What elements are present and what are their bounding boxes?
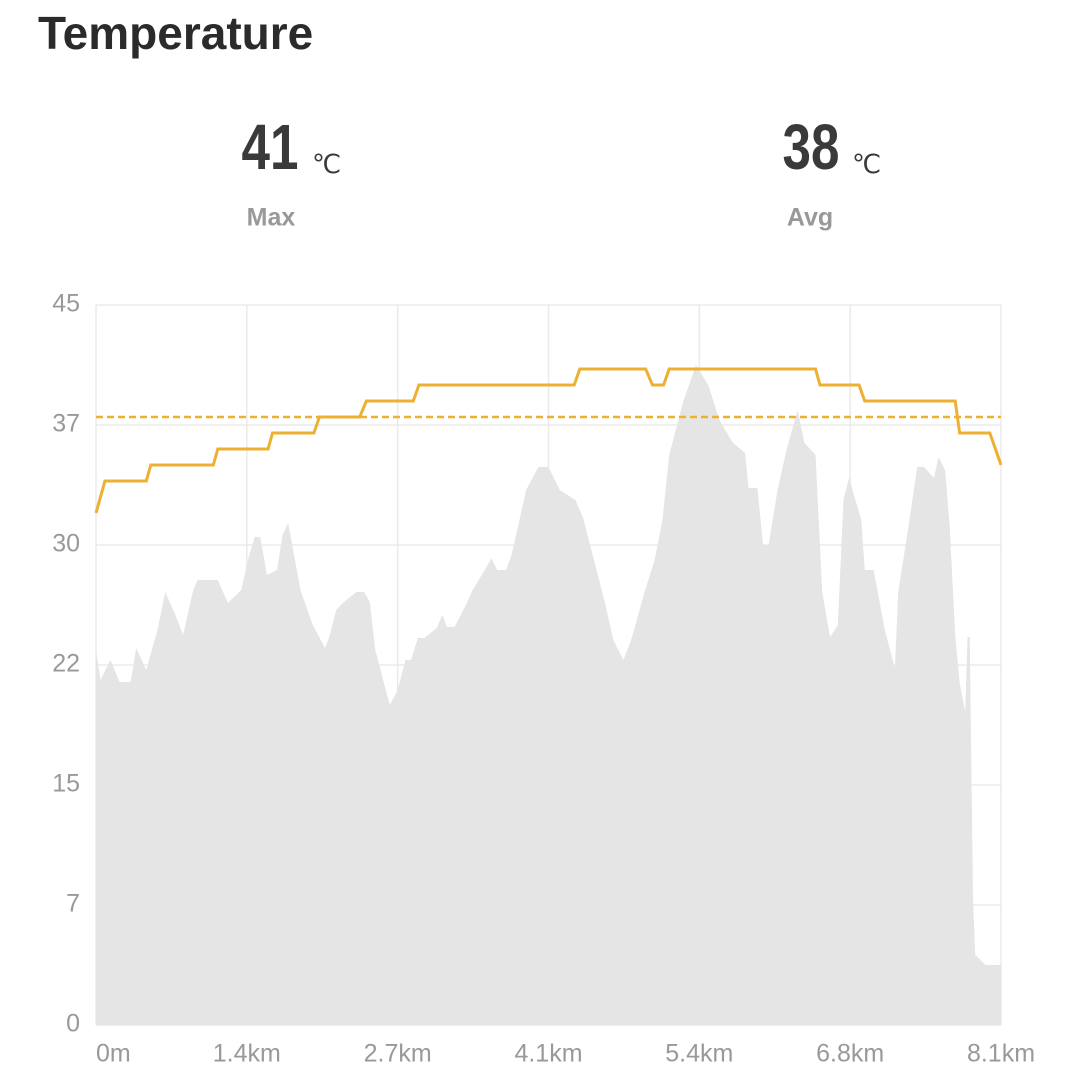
- x-tick-label: 1.4km: [213, 1040, 281, 1068]
- stat-label: Avg: [787, 204, 833, 232]
- line: [94, 367, 1003, 514]
- y-tick-label: 45: [52, 290, 80, 318]
- stat-value: 41: [242, 113, 299, 184]
- y-tick-label: 22: [52, 650, 80, 678]
- x-tick-label: 8.1km: [967, 1040, 1035, 1068]
- y-tick-label: 37: [52, 410, 80, 438]
- title: Temperature: [38, 7, 313, 59]
- y-tick-label: 7: [66, 890, 80, 918]
- stat-unit: ℃: [852, 149, 881, 179]
- y-tick-label: 30: [52, 530, 80, 558]
- y-tick-label: 0: [66, 1010, 80, 1038]
- stat-label: Max: [247, 204, 296, 232]
- x-tick-label: 0m: [96, 1040, 131, 1068]
- x-tick-label: 2.7km: [364, 1040, 432, 1068]
- y-tick-label: 15: [52, 770, 80, 798]
- x-tick-label: 4.1km: [514, 1040, 582, 1068]
- stat-unit: ℃: [312, 149, 341, 179]
- x-tick-label: 6.8km: [816, 1040, 884, 1068]
- x-tick-label: 5.4km: [665, 1040, 733, 1068]
- stat-value: 38: [783, 113, 840, 184]
